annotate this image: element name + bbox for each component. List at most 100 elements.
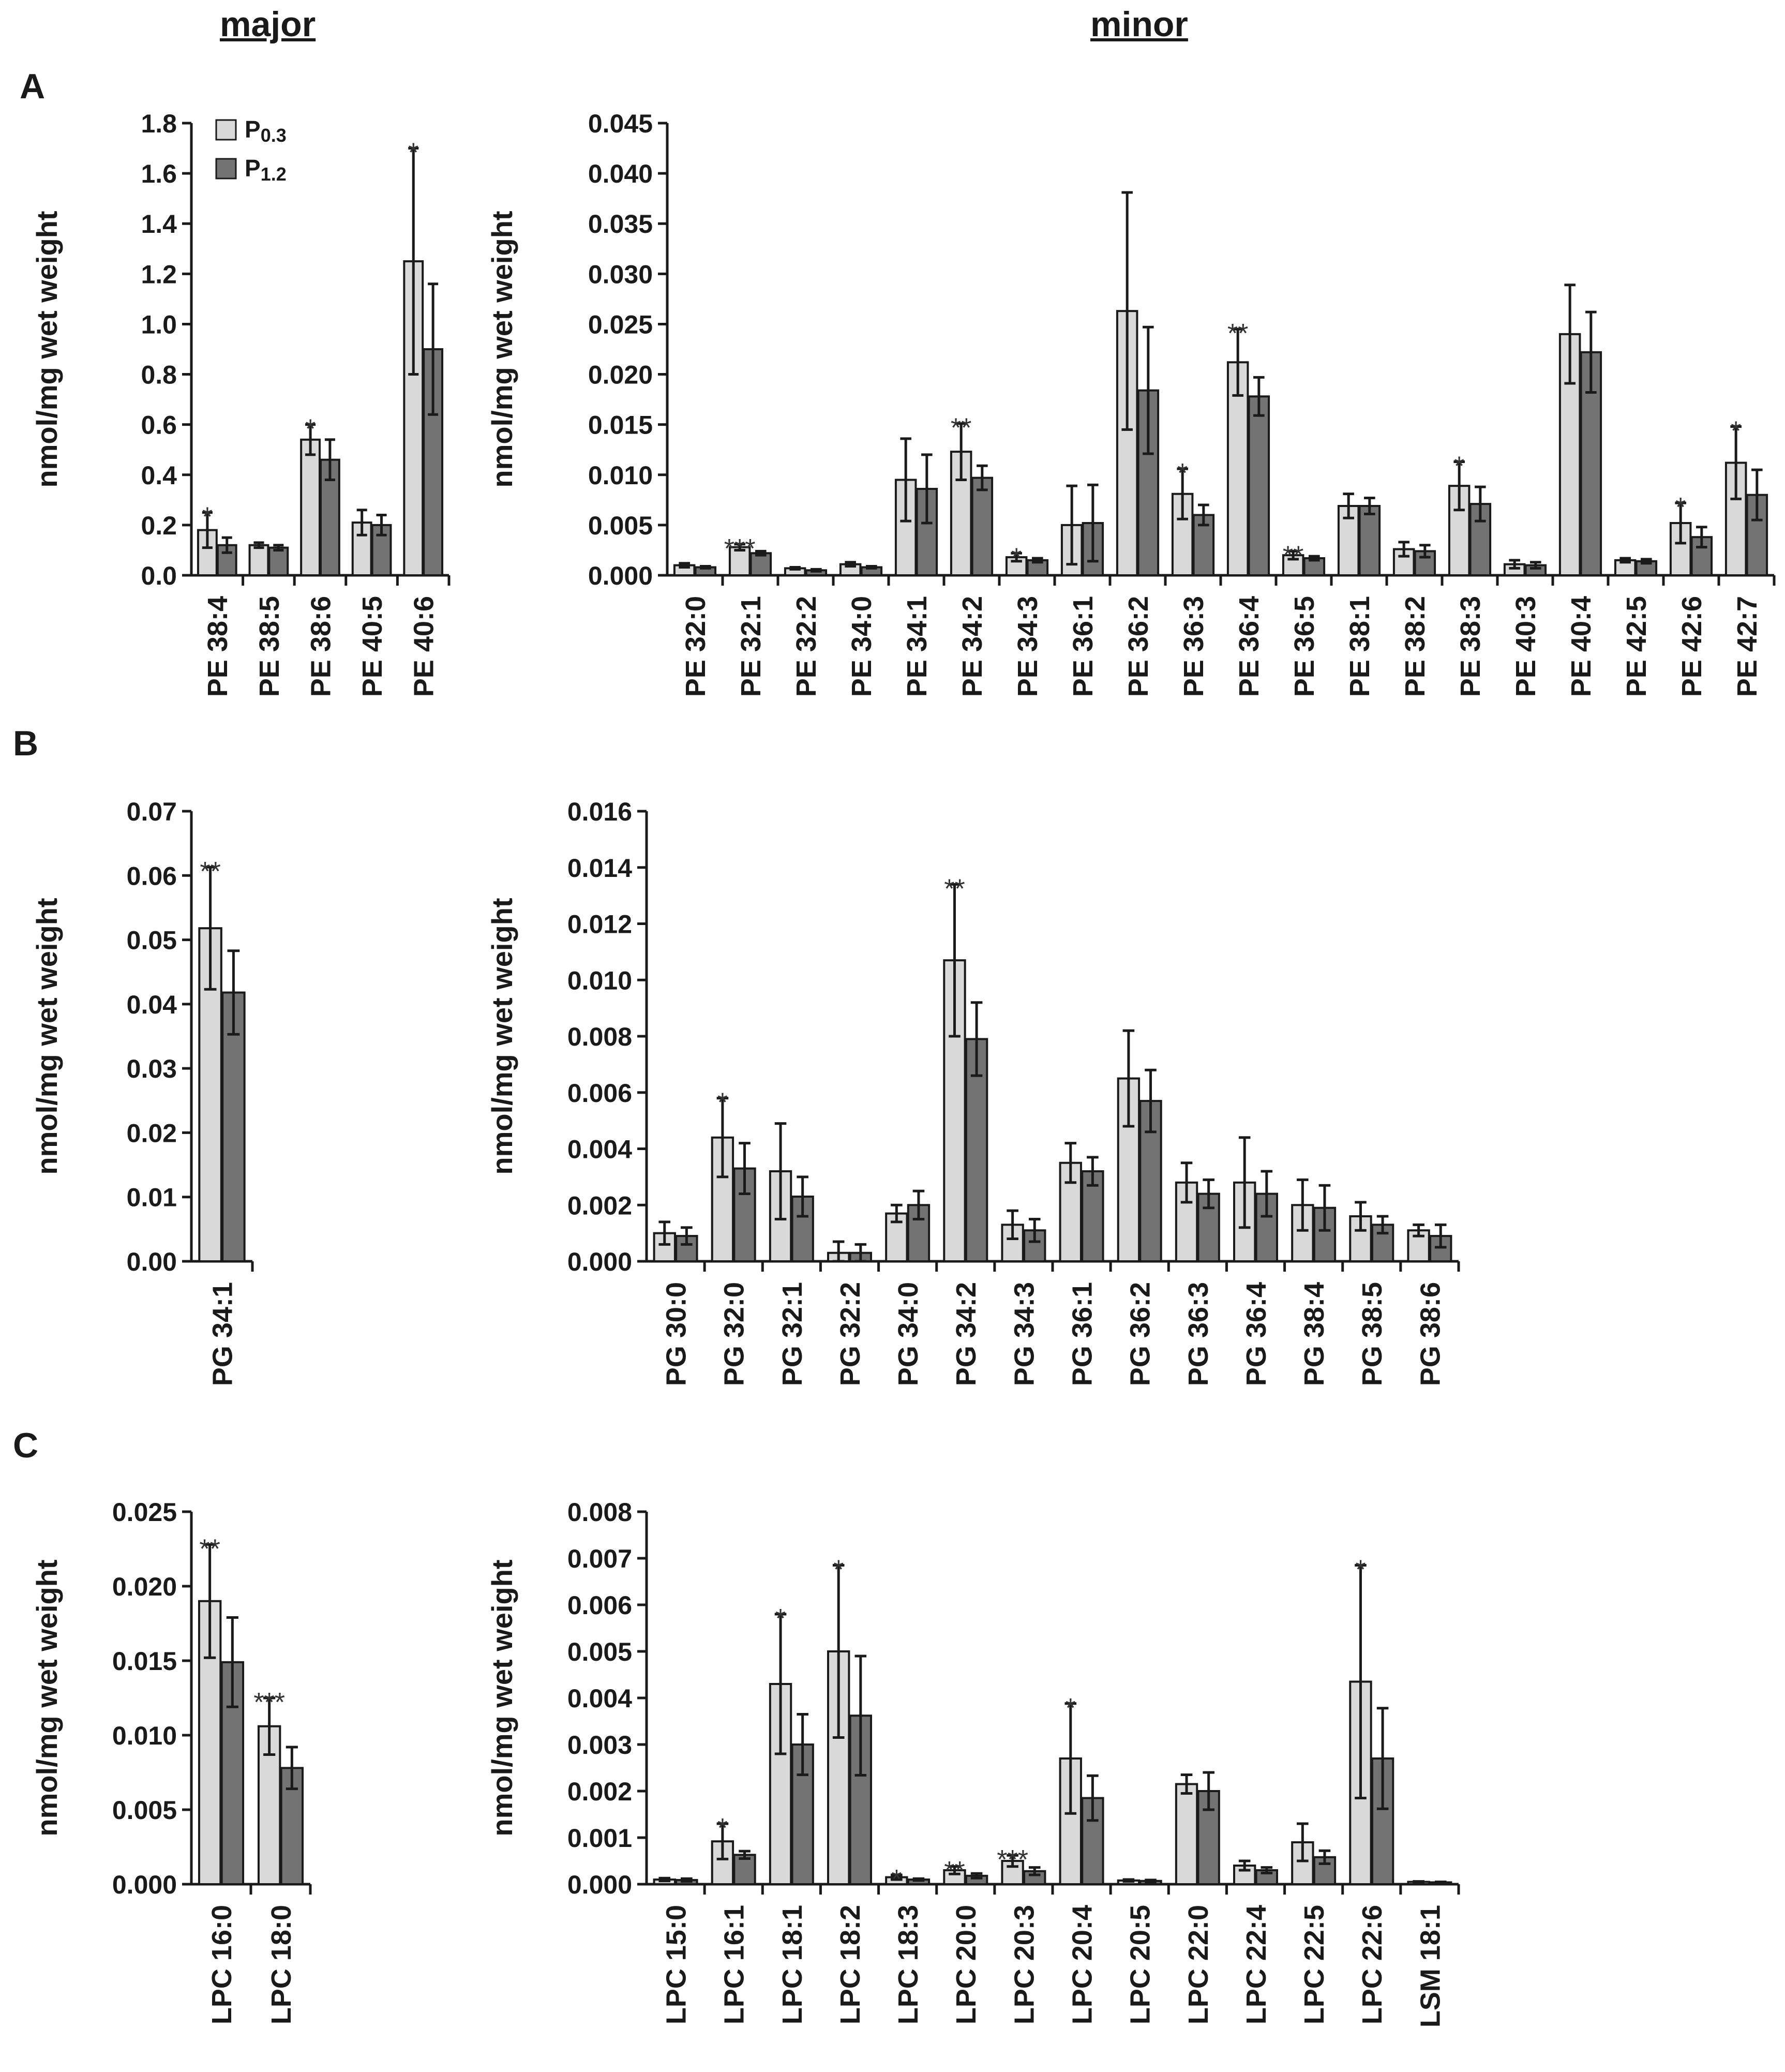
- legend-label-subscript: 1.2: [261, 163, 287, 185]
- panel-letter-b: B: [13, 724, 39, 763]
- b-major-y-axis-label: nmol/mg wet weight: [31, 898, 63, 1174]
- a-minor-category-label: PE 32:0: [680, 596, 711, 697]
- a-minor-category-label: PE 36:2: [1123, 596, 1154, 697]
- b-minor-category-label: PG 32:1: [777, 1282, 808, 1386]
- c-minor-significance-label: *: [891, 1865, 902, 1895]
- c-major-y-axis-label: nmol/mg wet weight: [31, 1559, 63, 1836]
- b-minor-category-label: PG 32:2: [835, 1282, 866, 1386]
- b-major-y-tick-label: 0.07: [127, 797, 177, 826]
- a-minor-y-tick-label: 0.015: [588, 411, 653, 440]
- c-minor-significance-label: *: [1066, 1693, 1076, 1723]
- a-minor-significance-label: **: [1283, 541, 1303, 571]
- b-minor-category-label: PG 32:0: [719, 1282, 750, 1386]
- b-minor-y-tick-label: 0.004: [567, 1135, 632, 1164]
- c-minor-y-tick-label: 0.007: [567, 1544, 632, 1573]
- c-major-significance-label: ***: [253, 1688, 285, 1718]
- c-major-y-tick-label: 0.010: [112, 1721, 177, 1750]
- c-minor-category-label: LPC 22:5: [1299, 1905, 1330, 2024]
- a-minor-y-tick-label: 0.020: [588, 361, 653, 390]
- a-minor-category-label: PE 34:2: [957, 596, 988, 697]
- b-minor-y-axis-label: nmol/mg wet weight: [486, 898, 518, 1174]
- b-major-y-tick-label: 0.01: [127, 1183, 177, 1212]
- a-major-y-tick-label: 0.6: [141, 411, 177, 440]
- panel-letter-a: A: [20, 67, 46, 106]
- a-minor-y-tick-label: 0.045: [588, 109, 653, 138]
- a-minor-bar-p03: [1171, 493, 1194, 576]
- a-major-y-tick-label: 1.6: [141, 159, 177, 188]
- a-minor-y-tick-label: 0.030: [588, 260, 653, 289]
- b-major-significance-label: **: [200, 857, 220, 887]
- a-minor-y-tick-label: 0.025: [588, 310, 653, 339]
- a-major-y-axis-label: nmol/mg wet weight: [31, 211, 63, 487]
- c-minor-category-label: LPC 18:1: [777, 1905, 808, 2024]
- b-minor-y-tick-label: 0.010: [567, 966, 632, 995]
- c-minor-significance-label: *: [1355, 1555, 1366, 1585]
- a-minor-category-label: PE 34:0: [846, 596, 877, 697]
- b-major-y-tick-label: 0.06: [127, 861, 177, 890]
- a-minor-category-label: PE 40:3: [1510, 596, 1541, 697]
- c-major-category-label: LPC 16:0: [206, 1905, 237, 2024]
- a-minor-y-axis-label: nmol/mg wet weight: [486, 211, 518, 487]
- a-major-y-tick-label: 1.8: [141, 109, 177, 138]
- c-major-bar-p03: [198, 1600, 222, 1886]
- b-minor-y-tick-label: 0.006: [567, 1079, 632, 1108]
- a-major-significance-label: *: [305, 414, 316, 444]
- b-minor-category-label: PG 30:0: [661, 1282, 692, 1386]
- c-minor-category-label: LPC 20:0: [951, 1905, 982, 2024]
- c-minor-category-label: LPC 22:0: [1183, 1905, 1214, 2024]
- b-minor-category-label: PG 34:2: [951, 1282, 982, 1386]
- a-minor-bar-p12: [1248, 395, 1270, 576]
- legend-label-p03: P0.3: [245, 116, 287, 146]
- a-minor-significance-label: ***: [724, 534, 756, 564]
- c-major-y-tick-label: 0.025: [112, 1498, 177, 1527]
- a-minor-category-label: PE 32:2: [791, 596, 822, 697]
- legend-label-prefix: P: [245, 116, 261, 143]
- c-major-y-tick-label: 0.000: [112, 1870, 177, 1899]
- c-minor-y-tick-label: 0.008: [567, 1498, 632, 1527]
- b-major-y-tick-label: 0.00: [127, 1247, 177, 1276]
- c-minor-category-label: LPC 22:4: [1241, 1905, 1272, 2024]
- c-minor-significance-label: *: [717, 1813, 728, 1843]
- legend-label-prefix: P: [245, 155, 261, 182]
- c-major-y-tick-label: 0.020: [112, 1572, 177, 1601]
- b-major-y-tick-label: 0.03: [127, 1054, 177, 1083]
- b-major-y-tick-label: 0.05: [127, 926, 177, 955]
- c-minor-category-label: LPC 18:3: [893, 1905, 924, 2024]
- b-major-y-tick-label: 0.04: [127, 990, 177, 1019]
- a-major-bar-p03: [300, 438, 321, 576]
- b-minor-y-tick-label: 0.016: [567, 797, 632, 826]
- b-minor-y-tick-label: 0.014: [567, 854, 632, 883]
- b-minor-significance-label: **: [944, 874, 965, 904]
- b-minor-category-label: PG 36:4: [1241, 1282, 1272, 1386]
- a-major-bar-p12: [268, 546, 289, 576]
- b-minor-bar-p03: [943, 959, 966, 1262]
- a-minor-significance-label: **: [951, 413, 971, 443]
- a-minor-category-label: PE 34:1: [902, 596, 933, 697]
- b-minor-bar-p03: [1291, 1204, 1314, 1262]
- a-major-category-label: PE 40:5: [357, 596, 388, 697]
- b-minor-y-tick-label: 0.000: [567, 1247, 632, 1276]
- b-minor-category-label: PG 38:5: [1357, 1282, 1388, 1386]
- c-minor-significance-label: *: [775, 1604, 786, 1634]
- a-major-category-label: PE 38:4: [202, 596, 233, 697]
- c-minor-y-tick-label: 0.006: [567, 1591, 632, 1620]
- a-minor-category-label: PE 42:5: [1621, 596, 1652, 697]
- a-major-y-tick-label: 1.2: [141, 260, 177, 289]
- a-minor-significance-label: *: [1011, 543, 1022, 573]
- a-major-y-tick-label: 0.4: [141, 461, 177, 490]
- c-minor-category-label: LPC 16:1: [719, 1905, 750, 2024]
- c-minor-category-label: LPC 20:4: [1067, 1905, 1098, 2024]
- a-major-y-tick-label: 0.0: [141, 561, 177, 590]
- a-minor-category-label: PE 36:3: [1178, 596, 1209, 697]
- b-minor-category-label: PG 38:4: [1299, 1282, 1330, 1386]
- c-minor-category-label: LPC 18:2: [835, 1905, 866, 2024]
- c-minor-category-label: LPC 20:5: [1125, 1905, 1156, 2024]
- a-minor-significance-label: **: [1227, 319, 1248, 349]
- b-major-category-label: PG 34:1: [207, 1282, 238, 1386]
- c-minor-significance-label: ***: [997, 1845, 1028, 1875]
- c-minor-significance-label: **: [944, 1856, 965, 1886]
- a-minor-bar-p03: [728, 546, 751, 577]
- a-major-significance-label: *: [202, 502, 213, 532]
- a-major-y-tick-label: 1.0: [141, 310, 177, 339]
- a-minor-category-label: PE 38:3: [1455, 596, 1486, 697]
